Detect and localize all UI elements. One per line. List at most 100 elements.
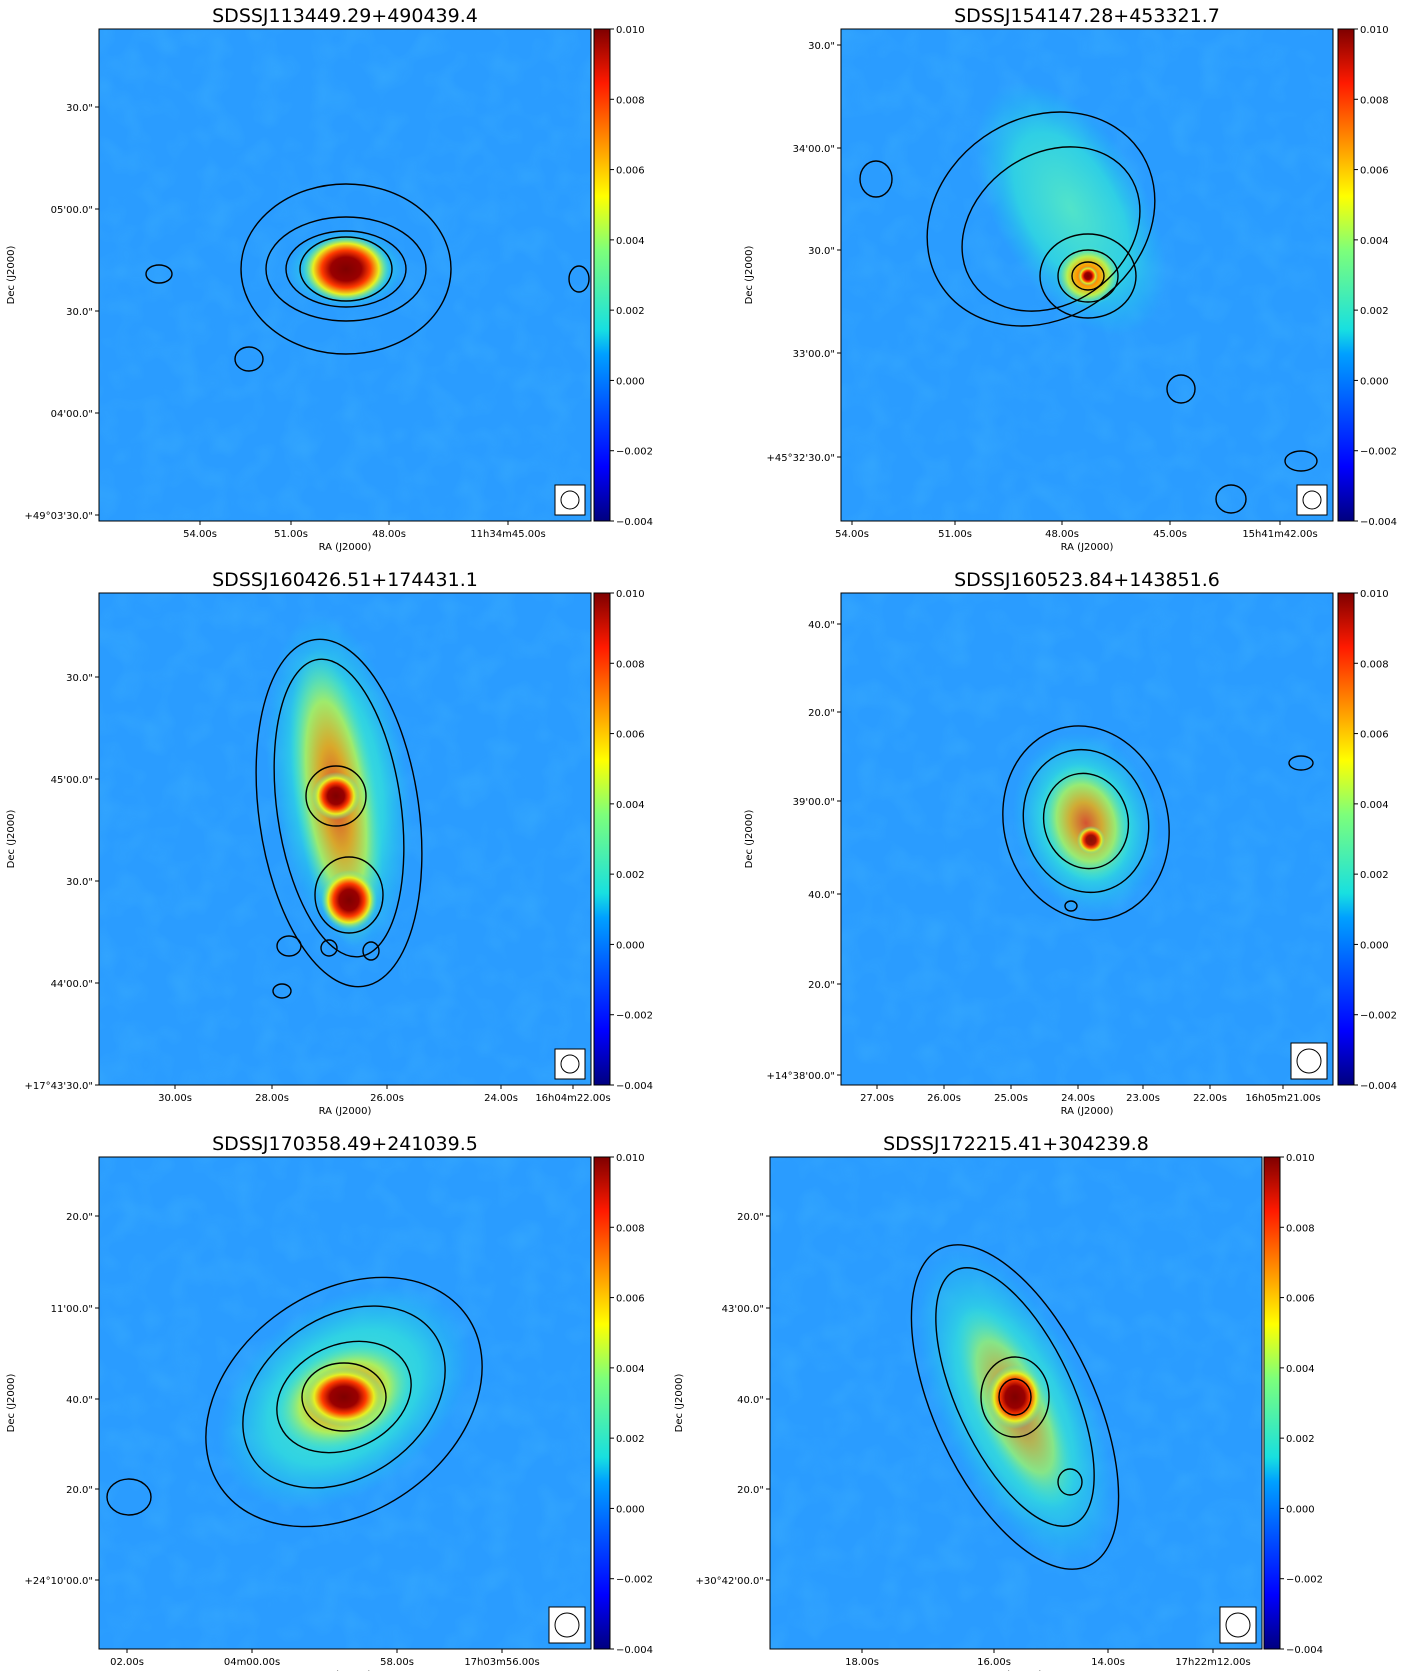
colorbar-tick-label: −0.002 xyxy=(616,1575,653,1586)
beam-ellipse xyxy=(560,490,580,510)
y-axis-label: Dec (J2000) xyxy=(744,810,755,869)
y-tick-label: 20.0" xyxy=(737,1485,764,1496)
colorbar-tick-label: −0.002 xyxy=(1286,1575,1323,1586)
map-frame xyxy=(98,28,592,522)
emission-blob xyxy=(312,772,360,820)
beam-ellipse xyxy=(560,1054,580,1074)
colorbar xyxy=(593,28,611,522)
y-tick-label: +30°42'00.0" xyxy=(696,1576,764,1587)
contour-line xyxy=(1064,900,1078,912)
x-tick-label: 15h41m42.00s xyxy=(1242,529,1317,540)
x-tick-label: 30.00s xyxy=(158,1093,192,1104)
contour-line xyxy=(980,1356,1050,1438)
colorbar-tick-label: −0.004 xyxy=(1286,1645,1323,1656)
x-axis-label: RA (J2000) xyxy=(319,542,372,553)
colorbar-tick-label: 0.008 xyxy=(616,659,645,670)
y-tick-label: 30.0" xyxy=(808,41,835,52)
contour-line xyxy=(859,160,893,198)
beam-box xyxy=(1296,484,1328,516)
colorbar-tick-label: 0.010 xyxy=(1286,1153,1315,1164)
source-emission xyxy=(859,82,1318,514)
y-tick-label: +24°10'00.0" xyxy=(25,1576,93,1587)
beam-ellipse xyxy=(1225,1612,1251,1638)
colorbar xyxy=(593,592,611,1086)
colorbar xyxy=(593,1156,611,1650)
colorbar xyxy=(1263,1156,1281,1650)
colorbar-tick-label: 0.010 xyxy=(616,1153,645,1164)
contour-line xyxy=(1166,374,1196,404)
y-tick-label: 30.0" xyxy=(66,103,93,114)
contour-line xyxy=(961,146,1141,312)
map-panel: SDSSJ160523.84+143851.6 27.00s 26.00s 25.00… xyxy=(744,569,1397,1117)
panel-title: SDSSJ160426.51+174431.1 xyxy=(212,569,478,591)
contour-line xyxy=(272,983,292,999)
colorbar-tick-label: −0.002 xyxy=(1360,447,1397,458)
y-tick-label: 40.0" xyxy=(66,1395,93,1406)
y-axis-label: Dec (J2000) xyxy=(674,1374,685,1433)
x-tick-label: 24.00s xyxy=(1061,1093,1095,1104)
y-axis-label: Dec (J2000) xyxy=(6,1374,17,1433)
map-panel: SDSSJ154147.28+453321.7 54.00s 51.00s 48.00… xyxy=(744,5,1397,553)
x-tick-label: 25.00s xyxy=(994,1093,1028,1104)
colorbar-tick-label: 0.006 xyxy=(616,1294,645,1305)
y-tick-label: 34'00.0" xyxy=(793,144,835,155)
y-axis-label: Dec (J2000) xyxy=(744,246,755,305)
x-tick-label: 17h22m12.00s xyxy=(1175,1657,1250,1668)
colorbar-tick-label: 0.002 xyxy=(616,1434,645,1445)
map-panel: SDSSJ172215.41+304239.8 18.00s 16.00s 14.00… xyxy=(674,1133,1323,1671)
y-axis-label: Dec (J2000) xyxy=(6,810,17,869)
colorbar-tick-label: −0.004 xyxy=(1360,517,1397,528)
x-tick-label: 48.00s xyxy=(372,529,406,540)
beam-box xyxy=(548,1606,586,1644)
beam-ellipse xyxy=(1296,1048,1322,1074)
colorbar-tick-label: 0.000 xyxy=(616,1504,645,1515)
x-tick-label: 26.00s xyxy=(370,1093,404,1104)
colorbar xyxy=(1337,592,1355,1086)
x-tick-label: 22.00s xyxy=(1193,1093,1227,1104)
panel-title: SDSSJ154147.28+453321.7 xyxy=(954,5,1220,27)
colorbar-tick-label: 0.006 xyxy=(1360,166,1389,177)
colorbar-tick-label: −0.004 xyxy=(616,1081,653,1092)
colorbar-tick-label: 0.000 xyxy=(616,940,645,951)
colorbar-tick-label: 0.008 xyxy=(1360,659,1389,670)
contour-line xyxy=(299,236,393,302)
colorbar-tick-label: −0.004 xyxy=(616,517,653,528)
colorbar xyxy=(1337,28,1355,522)
colorbar-tick-label: 0.008 xyxy=(1360,95,1389,106)
contour-line xyxy=(106,1478,152,1516)
colorbar-tick-label: −0.004 xyxy=(1360,1081,1397,1092)
colorbar-tick-label: 0.000 xyxy=(1360,940,1389,951)
colorbar-tick-label: 0.006 xyxy=(1360,730,1389,741)
y-tick-label: 40.0" xyxy=(808,890,835,901)
contour-line xyxy=(305,765,367,827)
x-tick-label: 16h04m22.00s xyxy=(535,1093,610,1104)
x-tick-label: 23.00s xyxy=(1126,1093,1160,1104)
contour-line xyxy=(242,1305,446,1489)
beam-box xyxy=(1290,1042,1328,1080)
beam-ellipse xyxy=(1302,490,1322,510)
contour-line xyxy=(320,939,338,957)
panel-title: SDSSJ170358.49+241039.5 xyxy=(212,1133,478,1155)
colorbar-tick-label: 0.002 xyxy=(1286,1434,1315,1445)
colorbar-tick-label: 0.000 xyxy=(1360,376,1389,387)
y-tick-label: 33'00.0" xyxy=(793,349,835,360)
panel-title: SDSSJ113449.29+490439.4 xyxy=(212,5,478,27)
y-tick-label: +14°38'00.0" xyxy=(767,1071,835,1082)
x-tick-label: 16.00s xyxy=(977,1657,1011,1668)
x-tick-label: 24.00s xyxy=(484,1093,518,1104)
x-tick-label: 28.00s xyxy=(255,1093,289,1104)
map-frame xyxy=(98,1156,592,1650)
contour-line xyxy=(205,1276,483,1528)
colorbar-tick-label: 0.004 xyxy=(616,236,645,247)
y-tick-label: 11'00.0" xyxy=(51,1304,93,1315)
contour-line xyxy=(568,265,590,293)
source-emission xyxy=(1002,725,1314,921)
y-tick-label: 20.0" xyxy=(808,980,835,991)
x-tick-label: 26.00s xyxy=(927,1093,961,1104)
contour-line xyxy=(1288,755,1314,771)
x-tick-label: 54.00s xyxy=(183,529,217,540)
colorbar-tick-label: 0.002 xyxy=(1360,870,1389,881)
contour-line xyxy=(1057,249,1119,303)
colorbar-tick-label: 0.004 xyxy=(616,1364,645,1375)
